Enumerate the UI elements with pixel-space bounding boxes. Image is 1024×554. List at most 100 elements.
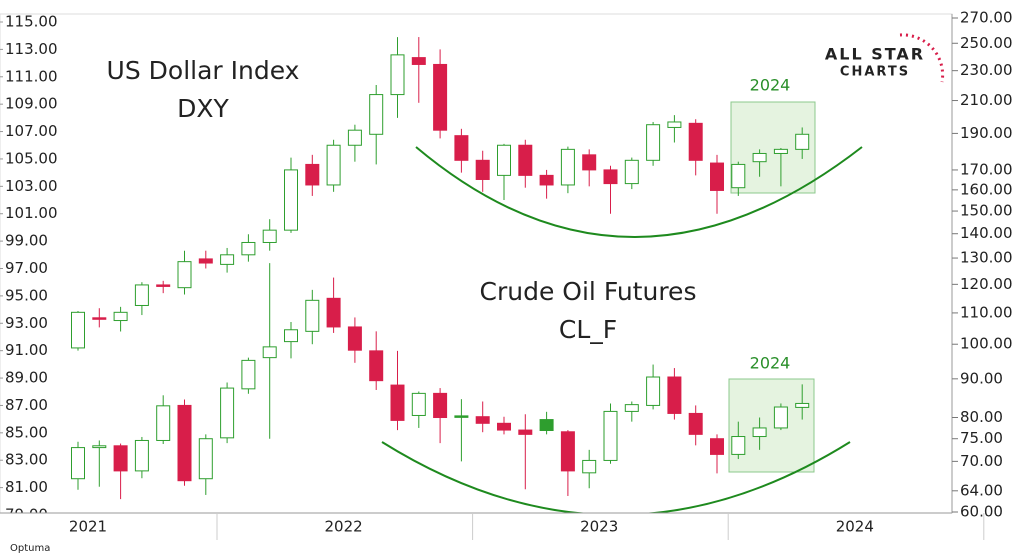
y2-tick-label: 230.00 — [960, 61, 1013, 79]
candle-body — [326, 144, 341, 186]
candle-body — [262, 346, 277, 359]
candle-body — [347, 129, 362, 146]
candle-body — [475, 416, 490, 424]
annotation: 2024 — [750, 354, 791, 373]
candle-body — [560, 431, 575, 472]
candle-body — [795, 133, 810, 150]
y-tick-label: 93.00 — [5, 314, 48, 332]
y-tick-label: 81.00 — [5, 478, 48, 496]
candle-body — [156, 284, 171, 287]
candle-body — [539, 174, 554, 186]
candle-body — [305, 163, 320, 186]
candle-body — [624, 404, 639, 412]
annotation: Crude Oil Futures — [480, 277, 697, 306]
candle-body — [220, 387, 235, 439]
candle-body — [560, 148, 575, 186]
annotation: 2024 — [750, 76, 791, 95]
y-tick-label: 101.00 — [5, 204, 58, 222]
candle-body — [411, 57, 426, 65]
logo-stars — [899, 33, 945, 83]
candle-body — [92, 445, 107, 449]
candle-body — [752, 427, 767, 438]
annotation: CL_F — [559, 315, 617, 344]
candle-body — [795, 402, 810, 408]
y-tick-label: 113.00 — [5, 40, 58, 58]
y2-tick-label: 270.00 — [960, 9, 1013, 27]
y-tick-label: 91.00 — [5, 341, 48, 359]
candle-body — [262, 229, 277, 243]
candle-body — [411, 392, 426, 416]
y-tick-label: 79.00 — [5, 506, 48, 524]
annotation: DXY — [177, 94, 229, 123]
candle-body — [284, 169, 298, 231]
candle-body — [624, 159, 639, 185]
y2-tick-label: 190.00 — [960, 124, 1013, 142]
candle-body — [134, 284, 149, 306]
candle-body — [688, 412, 703, 435]
plot: 115.00 113.00 111.00 109.00 107.00 105.00 103.… — [0, 14, 863, 524]
candle-body — [134, 439, 149, 472]
candle-body — [582, 154, 597, 171]
y2-tick-label: 64.00 — [960, 481, 1003, 499]
x-tick-label: 2021 — [69, 518, 107, 536]
x-tick-label: 2023 — [580, 518, 618, 536]
y2-tick-label: 250.00 — [960, 34, 1013, 52]
y-tick-label: 111.00 — [5, 67, 58, 85]
x-tick-label: 2022 — [325, 518, 363, 536]
candle-body — [113, 445, 128, 472]
y-tick-label: 105.00 — [5, 149, 58, 167]
candle-body — [454, 415, 469, 418]
y2-tick-label: 90.00 — [960, 369, 1003, 387]
candle-body — [71, 311, 85, 349]
y2-tick-label: 80.00 — [960, 408, 1003, 426]
candle-body — [582, 459, 597, 474]
y-tick-label: 95.00 — [5, 286, 48, 304]
y2-tick-label: 140.00 — [960, 224, 1013, 242]
candle-body — [646, 376, 661, 406]
annotation: US Dollar Index — [107, 56, 300, 85]
y2-tick-label: 170.00 — [960, 160, 1013, 178]
trend-arc — [381, 441, 851, 513]
candle-body — [667, 376, 682, 414]
candle-body — [241, 359, 256, 390]
candle-body — [688, 122, 703, 161]
y2-tick-label: 75.00 — [960, 429, 1003, 447]
candle-body — [198, 258, 213, 264]
y2-tick-label: 70.00 — [960, 452, 1003, 470]
logo-text: ALL STAR — [825, 45, 925, 64]
y2-tick-label: 150.00 — [960, 202, 1013, 220]
logo-text: CHARTS — [840, 65, 910, 80]
candle-body — [710, 162, 724, 191]
candle-body — [646, 124, 661, 161]
y-tick-label: 89.00 — [5, 369, 48, 387]
y-tick-label: 109.00 — [5, 95, 58, 113]
candle-body — [390, 384, 405, 421]
candle-body — [497, 422, 511, 431]
candle-body — [369, 94, 384, 135]
candle-body — [198, 438, 213, 480]
candle-body — [92, 317, 107, 320]
candle-body — [497, 144, 511, 176]
y2-tick-label: 110.00 — [960, 303, 1013, 321]
candle-body — [667, 121, 682, 128]
y2-tick-label: 100.00 — [960, 335, 1013, 353]
candle-body — [752, 152, 767, 163]
y2-tick-label: 60.00 — [960, 503, 1003, 521]
y-tick-label: 97.00 — [5, 259, 48, 277]
candle-body — [347, 326, 362, 351]
y2-tick-label: 210.00 — [960, 91, 1013, 109]
candle-body — [773, 406, 788, 429]
candle-body — [220, 254, 235, 265]
candle-body — [71, 447, 85, 480]
candle-body — [731, 436, 746, 455]
candle-body — [284, 329, 298, 343]
y-tick-label: 85.00 — [5, 423, 48, 441]
candle-body — [433, 392, 448, 419]
candle-body — [326, 297, 341, 328]
footer: Optuma — [10, 543, 50, 554]
candle-body — [731, 163, 746, 189]
y2-tick-label: 160.00 — [960, 180, 1013, 198]
candle-body — [603, 169, 618, 185]
candle-body — [539, 419, 554, 431]
